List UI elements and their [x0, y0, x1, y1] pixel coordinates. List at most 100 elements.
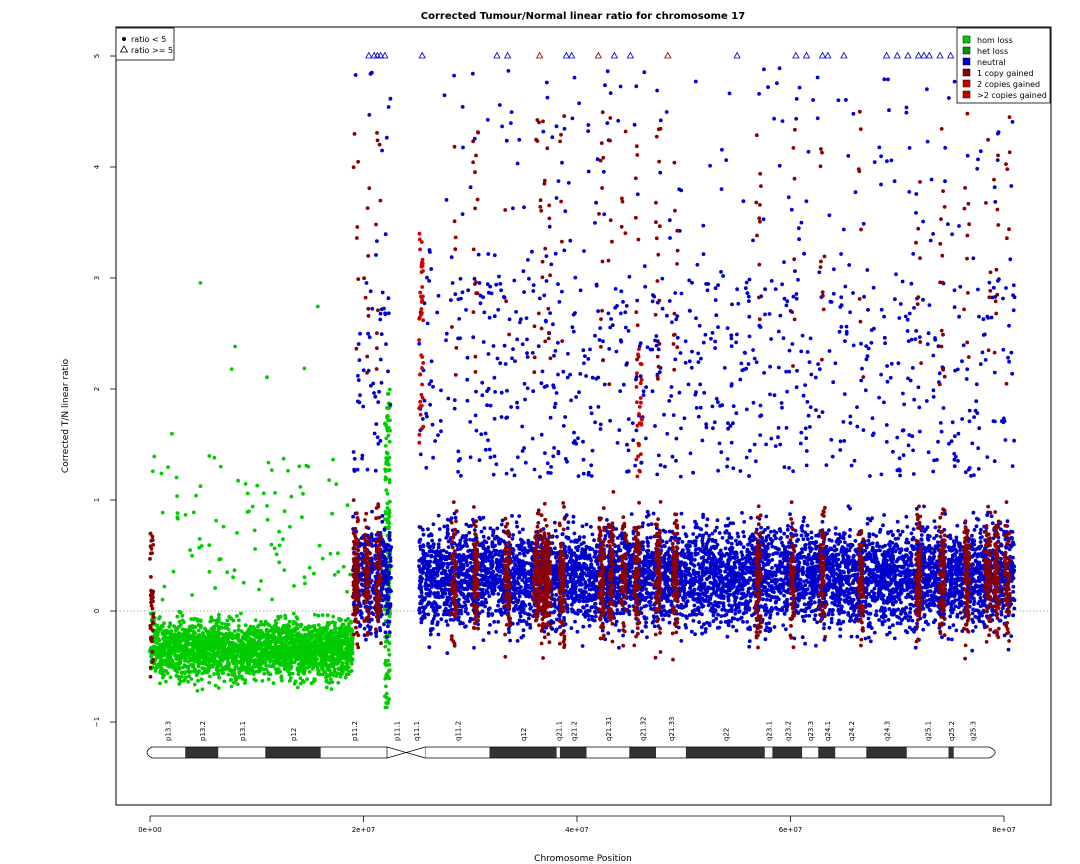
data-point	[284, 625, 288, 629]
data-point	[325, 632, 329, 637]
ideogram-band-label: q25.1	[925, 721, 933, 741]
ideogram-band	[906, 747, 949, 758]
data-point	[488, 455, 493, 460]
data-point	[817, 270, 822, 275]
data-point	[786, 524, 790, 528]
data-point	[184, 664, 188, 669]
data-point	[286, 468, 290, 473]
data-point	[281, 660, 285, 664]
data-point	[914, 329, 919, 333]
data-point	[191, 629, 196, 634]
ideogram-band-label: q11.2	[454, 721, 462, 741]
data-point	[623, 325, 628, 330]
data-point	[310, 653, 314, 658]
ideogram-band	[425, 747, 490, 758]
data-point	[316, 639, 320, 643]
data-point	[275, 626, 279, 631]
data-point	[323, 658, 328, 663]
data-point	[386, 648, 391, 652]
data-point	[372, 431, 377, 436]
data-point	[775, 611, 780, 616]
data-point	[252, 662, 257, 667]
ideogram-band-label: p13.2	[199, 721, 207, 741]
data-point	[842, 392, 847, 396]
data-point	[329, 642, 334, 646]
data-point	[806, 149, 811, 154]
data-point	[385, 491, 390, 496]
data-point	[384, 517, 389, 522]
data-point	[336, 655, 341, 660]
data-point	[716, 400, 720, 405]
data-point	[644, 436, 648, 441]
data-point	[219, 659, 224, 664]
data-point	[155, 623, 160, 628]
data-point	[264, 628, 269, 633]
data-point	[232, 568, 237, 573]
data-point	[813, 375, 818, 380]
data-point	[228, 678, 233, 683]
data-point	[282, 509, 287, 514]
data-point	[286, 669, 290, 674]
data-point	[236, 478, 241, 483]
data-point	[577, 588, 582, 593]
data-point	[349, 669, 354, 673]
data-point	[248, 626, 253, 631]
data-point	[782, 260, 786, 264]
data-point	[989, 514, 994, 519]
data-point	[619, 311, 623, 316]
data-point	[661, 617, 665, 622]
data-point	[241, 664, 246, 669]
data-point	[255, 635, 259, 640]
data-point	[710, 404, 715, 409]
data-point	[255, 641, 259, 645]
data-point	[250, 504, 255, 509]
data-point	[253, 618, 258, 623]
data-point	[159, 658, 164, 663]
data-point	[356, 373, 360, 378]
data-point	[869, 328, 874, 332]
data-point	[200, 642, 205, 646]
data-point	[281, 456, 286, 461]
data-point	[692, 603, 697, 608]
data-point	[153, 631, 158, 636]
chart-title: Corrected Tumour/Normal linear ratio for…	[421, 11, 745, 22]
data-point	[364, 637, 368, 642]
data-point	[718, 404, 722, 408]
data-point	[832, 544, 837, 549]
data-point	[383, 312, 388, 317]
data-point	[177, 653, 182, 658]
data-point	[1010, 371, 1015, 376]
data-point	[320, 636, 325, 640]
data-point	[197, 634, 202, 639]
ideogram-band	[629, 747, 656, 758]
data-point	[186, 659, 191, 664]
data-point	[149, 597, 154, 601]
data-point	[196, 623, 201, 627]
data-point	[165, 645, 170, 650]
data-point	[156, 649, 161, 654]
data-point	[328, 677, 333, 682]
data-point	[328, 630, 333, 634]
data-point	[541, 129, 546, 134]
data-point	[289, 654, 293, 659]
data-point	[196, 678, 200, 683]
data-point	[162, 584, 167, 589]
data-point	[178, 679, 183, 684]
data-point	[691, 470, 695, 475]
data-point	[175, 494, 180, 498]
data-point	[152, 640, 157, 644]
ideogram-band-label: q12	[520, 728, 528, 741]
data-point	[556, 451, 561, 456]
data-point	[578, 372, 583, 376]
data-point	[265, 517, 270, 522]
data-point	[256, 669, 261, 674]
data-point	[948, 614, 953, 619]
data-point	[295, 640, 300, 645]
data-point	[739, 550, 744, 554]
data-point	[785, 527, 790, 532]
data-point	[387, 662, 392, 667]
data-point	[266, 677, 271, 682]
data-point	[300, 515, 304, 520]
data-point	[221, 649, 226, 654]
data-point	[386, 525, 391, 530]
